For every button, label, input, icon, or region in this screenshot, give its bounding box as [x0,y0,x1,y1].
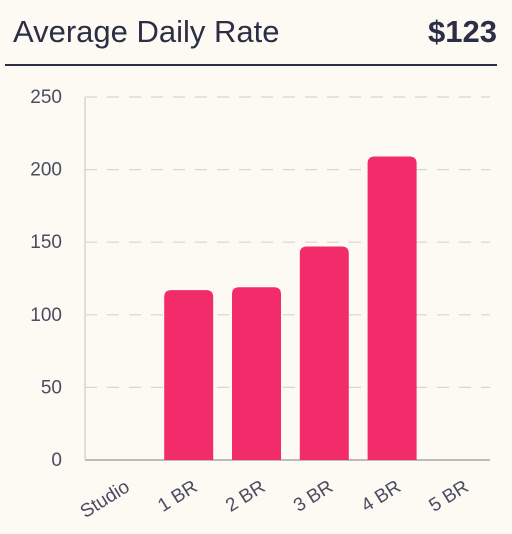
bar-2-br [232,287,281,460]
grid-lines [84,96,490,461]
y-tick-label: 0 [51,450,62,471]
card-title: Average Daily Rate [13,14,280,49]
y-tick-label: 200 [30,160,62,181]
y-axis-ticks: 0 50 100 150 200 250 [30,87,62,471]
x-tick-label: Studio [77,476,134,522]
y-tick-label: 100 [30,305,62,326]
y-tick-label: 150 [30,232,62,253]
bar-chart: 0 50 100 150 200 250 Studio 1 BR 2 BR 3 BR 4 BR 5 … [30,87,490,523]
average-daily-rate-value: $123 [428,14,497,49]
x-axis-ticks: Studio 1 BR 2 BR 3 BR 4 BR 5 BR [77,476,473,522]
x-tick-label: 3 BR [290,476,337,516]
x-tick-label: 2 BR [222,476,269,516]
x-tick-label: 1 BR [154,476,201,516]
bars [164,156,417,461]
x-tick-label: 5 BR [426,476,473,516]
bar-1-br [164,290,214,460]
y-tick-label: 250 [30,87,62,108]
y-tick-label: 50 [41,377,62,398]
bar-3-br [299,246,349,460]
card-header: Average Daily Rate $123 [5,0,497,66]
bar-4-br [367,156,417,461]
x-tick-label: 4 BR [358,476,405,516]
